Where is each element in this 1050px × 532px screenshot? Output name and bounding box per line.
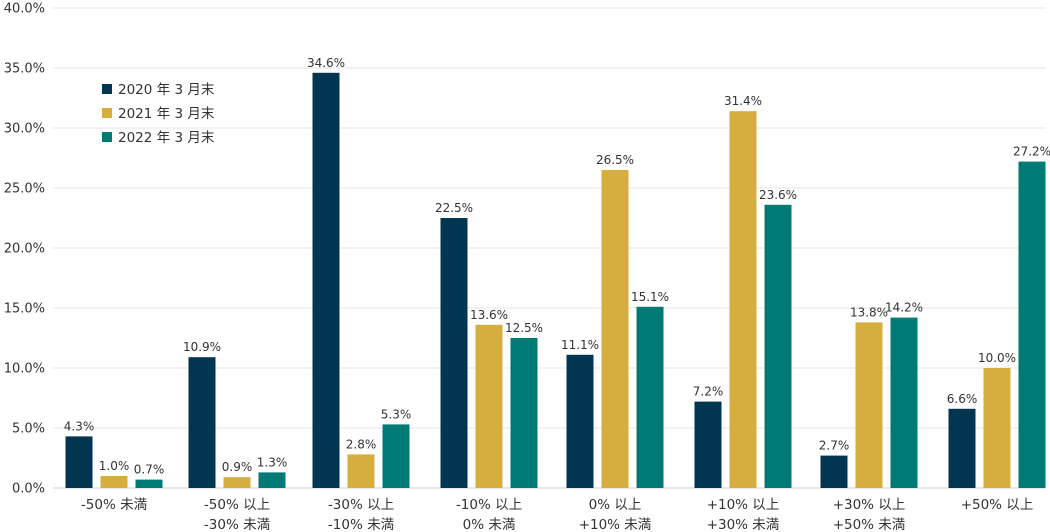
y-axis-ticks: 0.0% 5.0% 10.0% 15.0% 20.0% 25.0% 30.0% 35.0% 40… [4, 2, 45, 497]
data-label: 7.2% [693, 385, 724, 399]
legend-swatch [102, 84, 112, 94]
bar-2020 [694, 401, 722, 488]
y-tick-label: 15.0% [4, 302, 45, 317]
legend-swatch [102, 132, 112, 142]
data-label: 26.5% [596, 153, 634, 167]
data-label: 0.9% [222, 460, 253, 474]
data-label: 10.0% [978, 351, 1016, 365]
data-label: 22.5% [435, 201, 473, 215]
x-category-label: +50% 以上 [961, 497, 1034, 513]
y-tick-label: 30.0% [4, 122, 45, 137]
data-label: 11.1% [561, 338, 599, 352]
data-label: 1.3% [257, 455, 288, 469]
legend: 2020 年 3 月末 2021 年 3 月末 2022 年 3 月末 [102, 82, 215, 146]
data-label: 23.6% [759, 188, 797, 202]
bar-2022 [135, 479, 163, 488]
y-tick-label: 40.0% [4, 2, 45, 17]
bar-2021 [347, 454, 375, 488]
bar-2021 [100, 476, 128, 488]
bar-2021 [601, 170, 629, 488]
x-axis-categories: -50% 未満 -50% 以上 -30% 未満 -30% 以上 -10% 未満 -10% … [81, 497, 1033, 532]
grid-lines [53, 7, 1046, 489]
data-label: 10.9% [183, 340, 221, 354]
y-tick-label: 10.0% [4, 362, 45, 377]
bar-2020 [948, 408, 976, 488]
data-label: 15.1% [631, 290, 669, 304]
bar-2022 [890, 317, 918, 488]
bar-2021 [223, 477, 251, 488]
x-category-label: +30% 未満 [707, 517, 780, 532]
legend-swatch [102, 108, 112, 118]
y-tick-label: 0.0% [12, 482, 45, 497]
data-label: 13.6% [470, 308, 508, 322]
data-label: 31.4% [724, 94, 762, 108]
data-label: 2.8% [346, 437, 377, 451]
bar-2020 [440, 218, 468, 488]
x-category-label: 0% 以上 [589, 497, 642, 513]
bar-2022 [636, 306, 664, 488]
bar-2020 [188, 357, 216, 488]
data-label: 12.5% [505, 321, 543, 335]
bar-2022 [382, 424, 410, 488]
y-tick-label: 20.0% [4, 242, 45, 257]
data-labels: 4.3% 10.9% 34.6% 22.5% 11.1% 7.2% 2.7% 6.6% 1.0%… [64, 56, 1050, 477]
bar-2020 [65, 436, 93, 488]
bar-2021 [475, 324, 503, 488]
legend-label: 2021 年 3 月末 [118, 106, 215, 122]
bar-2022 [258, 472, 286, 488]
x-category-label: +10% 未満 [579, 517, 652, 532]
data-label: 1.0% [99, 459, 130, 473]
data-label: 2.7% [819, 439, 850, 453]
x-category-label: 0% 未満 [463, 517, 516, 532]
bar-2021 [729, 111, 757, 488]
data-label: 0.7% [134, 463, 165, 477]
x-category-label: -10% 以上 [456, 497, 522, 513]
x-category-label: -50% 未満 [81, 497, 147, 513]
x-category-label: -30% 未満 [204, 517, 270, 532]
bar-2022 [510, 338, 538, 488]
x-category-label: +10% 以上 [707, 497, 780, 513]
bars [65, 72, 1046, 489]
x-category-label: -10% 未満 [328, 517, 394, 532]
x-category-label: -50% 以上 [204, 497, 270, 513]
bar-2021 [855, 322, 883, 488]
data-label: 4.3% [64, 419, 95, 433]
bar-2020 [566, 354, 594, 488]
data-label: 6.6% [947, 392, 978, 406]
x-category-label: +30% 以上 [833, 497, 906, 513]
bar-2020 [312, 72, 340, 489]
data-label: 34.6% [307, 56, 345, 70]
x-category-label: +50% 未満 [833, 517, 906, 532]
bar-2021 [983, 368, 1011, 488]
bar-2022 [1018, 161, 1046, 488]
data-label: 5.3% [381, 407, 412, 421]
data-label: 27.2% [1013, 145, 1050, 159]
bar-2022 [764, 204, 792, 489]
legend-label: 2020 年 3 月末 [118, 82, 215, 98]
y-tick-label: 25.0% [4, 182, 45, 197]
y-tick-label: 5.0% [12, 422, 45, 437]
bar-2020 [820, 455, 848, 488]
data-label: 13.8% [850, 305, 888, 319]
legend-label: 2022 年 3 月末 [118, 130, 215, 146]
x-category-label: -30% 以上 [328, 497, 394, 513]
data-label: 14.2% [885, 301, 923, 315]
y-tick-label: 35.0% [4, 62, 45, 77]
